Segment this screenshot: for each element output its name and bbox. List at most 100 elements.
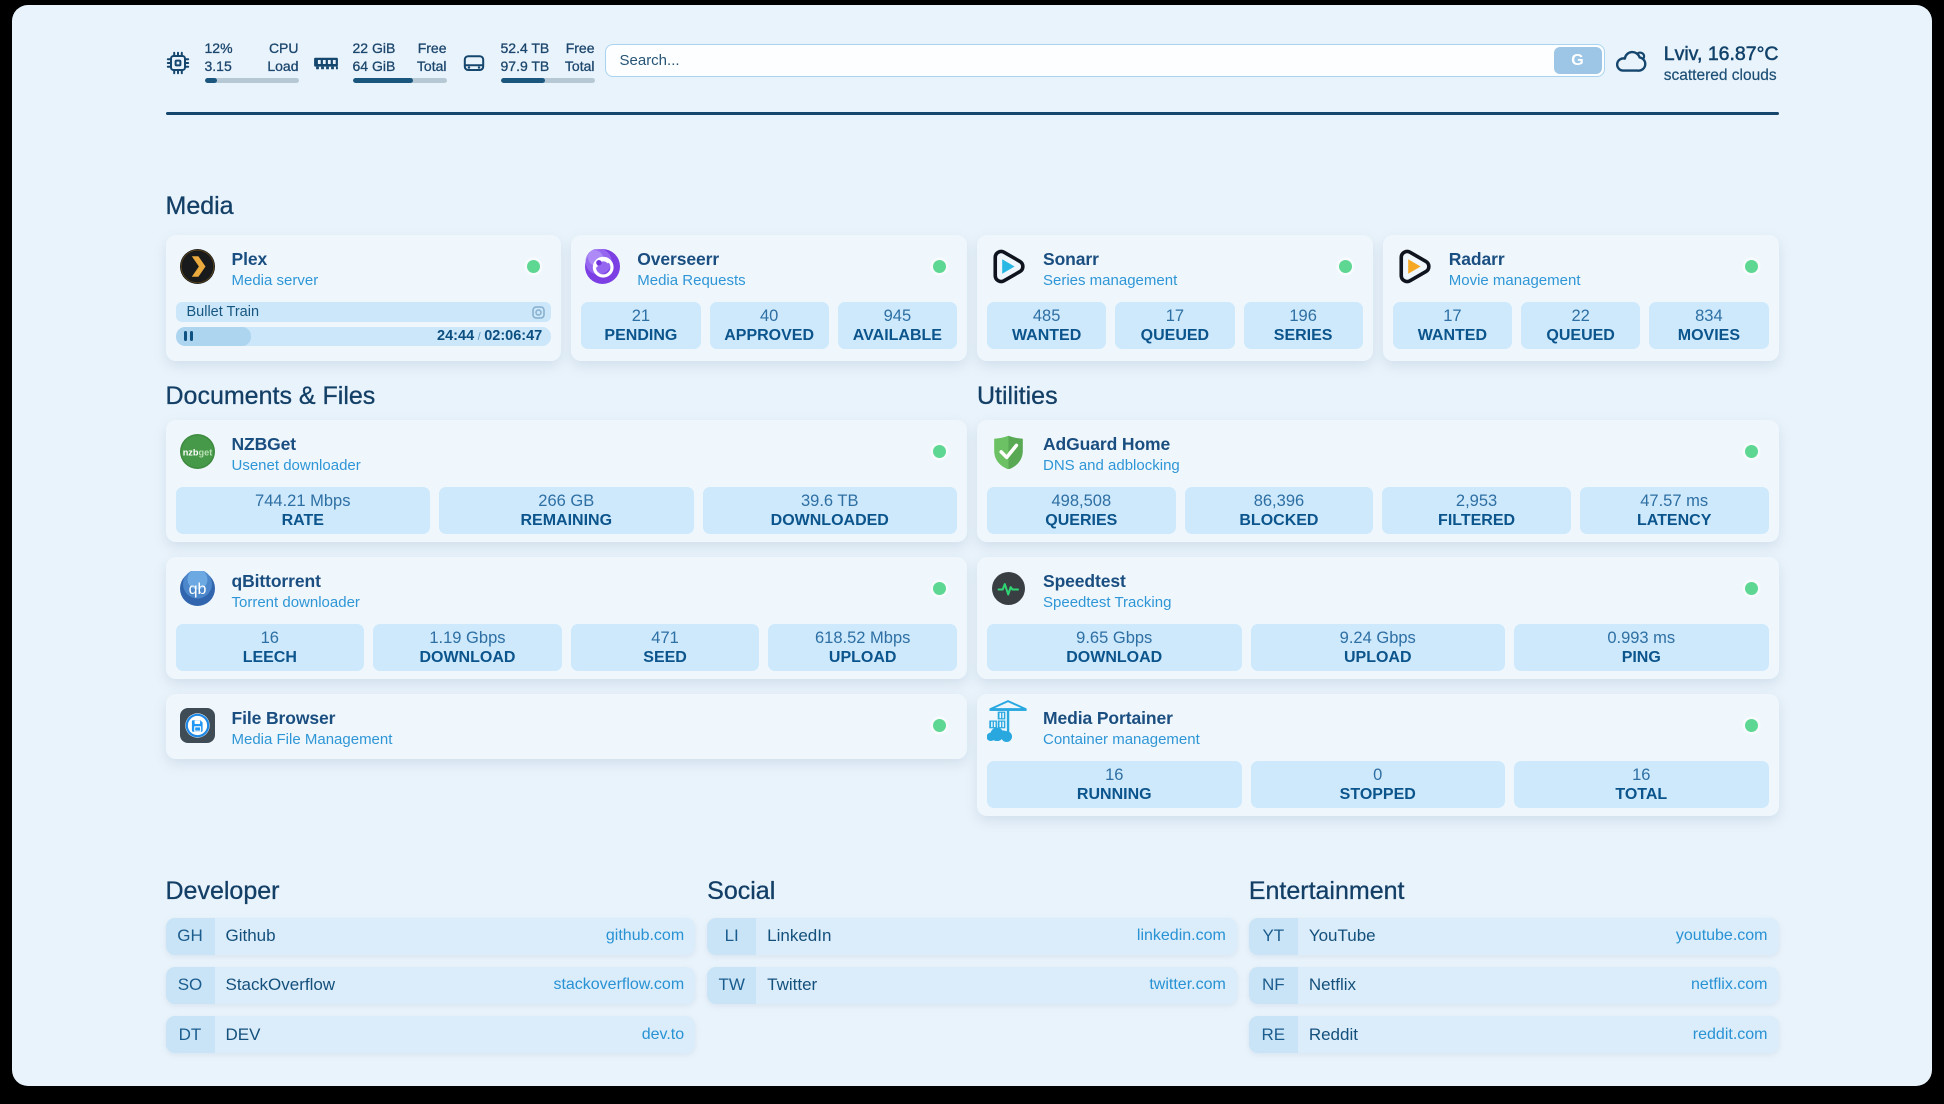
stat-label: RUNNING <box>1076 785 1152 803</box>
bookmark-abbr: RE <box>1248 1016 1298 1053</box>
cpu-load-value: 3.15 <box>204 58 232 75</box>
stat-label: WANTED <box>1417 326 1488 344</box>
cpu-label: CPU <box>268 40 299 56</box>
stat-label: MOVIES <box>1677 326 1740 344</box>
stat-label: LEECH <box>242 648 297 666</box>
status-dot <box>1338 260 1352 273</box>
memory-widget: 22 GiB 64 GiB Free Total <box>313 39 447 84</box>
weather-condition: scattered clouds <box>1663 67 1777 84</box>
bookmark-domain: github.com <box>605 927 685 945</box>
service-title: Overseerr <box>637 249 720 269</box>
stat-label: PENDING <box>604 326 678 344</box>
service-card-speedtest[interactable]: Speedtest Speedtest Tracking 9.65 Gbps D… <box>977 557 1779 679</box>
stat-tile: 834 MOVIES <box>1649 302 1769 349</box>
bookmark-domain: stackoverflow.com <box>553 976 685 994</box>
bookmark-name: YouTube <box>1308 926 1376 946</box>
header: 12% 3.15 CPU Load <box>165 5 1779 115</box>
service-subtitle: Media File Management <box>231 731 393 748</box>
bookmark-name: Reddit <box>1308 1024 1358 1044</box>
cpu-widget: 12% 3.15 CPU Load <box>166 39 299 84</box>
stat-label: APPROVED <box>724 326 815 344</box>
service-card-qbittorrent[interactable]: qBittorrent Torrent downloader 16 LEECH <box>165 557 967 679</box>
bookmark-linkedin[interactable]: LI LinkedIn linkedin.com <box>707 918 1237 955</box>
stat-label: PING <box>1621 648 1661 666</box>
bookmark-name: Netflix <box>1308 975 1357 995</box>
stat-value: 945 <box>883 306 912 325</box>
stat-value: 17 <box>1443 306 1462 325</box>
status-dot <box>933 445 946 458</box>
stat-tile: 9.65 Gbps DOWNLOAD <box>987 624 1242 671</box>
bookmark-github[interactable]: GH Github github.com <box>165 918 696 955</box>
bookmark-abbr: TW <box>707 967 757 1004</box>
playback-progress-bar: 24:44/02:06:47 <box>175 326 552 346</box>
stat-value: 40 <box>759 306 779 325</box>
stat-tile: 40 APPROVED <box>709 302 829 349</box>
bookmark-netflix[interactable]: NF Netflix netflix.com <box>1248 967 1779 1004</box>
bookmark-dev[interactable]: DT DEV dev.to <box>165 1016 696 1053</box>
weather-widget: Lviv, 16.87°C scattered clouds <box>1614 43 1779 85</box>
pause-button[interactable] <box>183 331 193 341</box>
service-subtitle: Movie management <box>1448 272 1581 289</box>
bookmark-abbr: NF <box>1248 967 1298 1004</box>
service-card-filebrowser[interactable]: File Browser Media File Management <box>165 694 967 759</box>
stat-value: 834 <box>1695 306 1723 325</box>
header-divider <box>165 112 1779 115</box>
stat-value: 17 <box>1165 306 1185 325</box>
stat-value: 9.65 Gbps <box>1076 628 1153 647</box>
memory-progress-track <box>352 78 447 84</box>
status-dot <box>1744 260 1758 273</box>
service-card-nzbget[interactable]: NZBGet Usenet downloader 744.21 Mbps RAT… <box>165 420 967 542</box>
service-subtitle: Speedtest Tracking <box>1043 594 1172 611</box>
stat-label: STOPPED <box>1339 785 1416 803</box>
disk-icon <box>463 55 484 71</box>
search-input[interactable] <box>605 52 1604 69</box>
bookmark-abbr: DT <box>165 1016 215 1053</box>
stat-value: 266 GB <box>538 491 595 510</box>
bookmark-stackoverflow[interactable]: SO StackOverflow stackoverflow.com <box>165 967 696 1004</box>
stat-label: WANTED <box>1011 326 1082 344</box>
memory-free-value: 22 GiB <box>352 40 396 56</box>
disk-total-value: 97.9 TB <box>500 58 550 75</box>
stat-value: 16 <box>1105 765 1124 784</box>
service-card-overseerr[interactable]: Overseerr Media Requests 21 PENDING 40 A… <box>571 235 967 361</box>
stat-label: DOWNLOAD <box>1066 648 1163 666</box>
bookmark-domain: reddit.com <box>1692 1025 1768 1043</box>
memory-total-value: 64 GiB <box>352 58 396 75</box>
service-card-radarr[interactable]: Radarr Movie management 17 WANTED 22 QUE… <box>1382 235 1779 361</box>
bookmark-name: Twitter <box>767 975 818 995</box>
service-card-portainer[interactable]: Media Portainer Container management 16 … <box>977 694 1779 816</box>
bookmark-domain: dev.to <box>641 1025 685 1043</box>
bookmark-twitter[interactable]: TW Twitter twitter.com <box>707 967 1237 1004</box>
service-subtitle: Series management <box>1043 272 1178 289</box>
bookmark-abbr: SO <box>165 967 215 1004</box>
plex-icon <box>179 249 215 284</box>
bookmark-reddit[interactable]: RE Reddit reddit.com <box>1248 1016 1779 1053</box>
stat-label: QUERIES <box>1045 511 1118 529</box>
stat-label: TOTAL <box>1615 785 1668 803</box>
status-dot <box>1744 582 1758 595</box>
stat-tile: 47.57 ms LATENCY <box>1579 487 1769 534</box>
bookmark-domain: linkedin.com <box>1136 927 1226 945</box>
filebrowser-icon <box>179 708 215 743</box>
stat-tile: 471 SEED <box>570 624 760 671</box>
playback-progress-fill <box>175 326 251 346</box>
stat-value: 22 <box>1571 306 1590 325</box>
service-card-sonarr[interactable]: Sonarr Series management 485 WANTED 17 Q… <box>977 235 1373 361</box>
bookmark-domain: netflix.com <box>1691 976 1768 994</box>
service-subtitle: Media Requests <box>637 272 746 289</box>
search-provider-button[interactable]: G <box>1553 47 1602 74</box>
section-title-media: Media <box>165 192 234 220</box>
qbittorrent-icon <box>179 571 215 606</box>
stat-label: AVAILABLE <box>852 326 942 344</box>
stat-label: BLOCKED <box>1239 511 1319 529</box>
service-card-plex[interactable]: Plex Media server Bullet Train 24:44/02:… <box>165 235 562 361</box>
overseerr-icon <box>585 249 621 284</box>
disk-progress-track <box>500 78 595 84</box>
cpu-load-label: Load <box>267 58 299 75</box>
stat-value: 471 <box>651 628 679 647</box>
stat-label: REMAINING <box>520 511 613 529</box>
bookmark-youtube[interactable]: YT YouTube youtube.com <box>1248 918 1779 955</box>
service-card-adguard[interactable]: AdGuard Home DNS and adblocking 498,508 … <box>977 420 1779 542</box>
stat-tile: 16 RUNNING <box>987 761 1242 808</box>
stat-tile: 945 AVAILABLE <box>837 302 957 349</box>
